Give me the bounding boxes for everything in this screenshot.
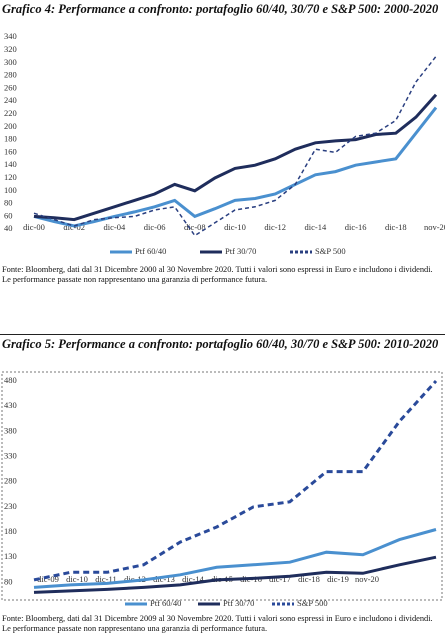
plot-frame xyxy=(1,371,443,601)
x-tick-label: dic-06 xyxy=(144,222,166,232)
legend-label: Ptf 60/40 xyxy=(135,246,166,256)
y-tick-label: 230 xyxy=(4,501,17,511)
x-tick-label: nov-20 xyxy=(355,574,379,584)
y-tick-label: 480 xyxy=(4,375,17,385)
chart-title: Grafico 4: Performance a confronto: port… xyxy=(2,2,439,16)
series-line xyxy=(33,555,437,594)
x-tick-label: dic-11 xyxy=(95,574,116,584)
series-line xyxy=(33,528,437,589)
y-tick-label: 330 xyxy=(4,450,17,460)
y-tick-label: 40 xyxy=(4,223,13,233)
series-line xyxy=(33,106,438,228)
chart: 40 60 80 100 120 140 160 180 200 220 240 260 280 300 3… xyxy=(4,31,445,256)
y-tick-label: 430 xyxy=(4,400,17,410)
y-tick-label: 320 xyxy=(4,44,17,54)
x-tick-label: dic-14 xyxy=(305,222,327,232)
series-line xyxy=(33,379,438,582)
legend-label: Ptf 30/70 xyxy=(225,246,256,256)
x-tick-label: dic-00 xyxy=(23,222,45,232)
y-tick-label: 80 xyxy=(4,198,13,208)
separator xyxy=(0,334,445,335)
source-note: Fonte: Bloomberg, dati dal 31 Dicembre 2… xyxy=(2,614,433,633)
legend-label: S&P 500 xyxy=(297,598,328,608)
x-tick-label: dic-04 xyxy=(104,222,126,232)
series-line xyxy=(33,93,438,222)
chart: 80 130 180 230 280 330 380 430 480 dic-09 dic-10 di… xyxy=(1,371,443,608)
x-tick-label: dic-09 xyxy=(37,574,59,584)
y-tick-label: 200 xyxy=(4,121,17,131)
y-tick-label: 180 xyxy=(4,134,17,144)
y-tick-label: 180 xyxy=(4,526,17,536)
y-tick-label: 280 xyxy=(4,476,17,486)
y-tick-label: 80 xyxy=(4,576,13,586)
x-tick-label: dic-12 xyxy=(264,222,286,232)
x-tick-label: dic-08 xyxy=(184,222,206,232)
y-tick-label: 340 xyxy=(4,31,17,41)
y-tick-label: 60 xyxy=(4,210,13,220)
chart-title: Grafico 5: Performance a confronto: port… xyxy=(2,337,439,351)
legend-label: S&P 500 xyxy=(315,246,346,256)
source-note: Fonte: Bloomberg, dati dal 31 Dicembre 2… xyxy=(2,265,433,284)
x-tick-label: dic-14 xyxy=(182,574,204,584)
x-tick-label: dic-10 xyxy=(66,574,88,584)
legend-label: Ptf 30/70 xyxy=(223,598,254,608)
y-tick-label: 300 xyxy=(4,57,17,67)
x-tick-label: dic-10 xyxy=(224,222,246,232)
y-tick-label: 260 xyxy=(4,82,17,92)
y-tick-label: 160 xyxy=(4,146,17,156)
series-line xyxy=(33,55,437,237)
x-tick-label: dic-16 xyxy=(345,222,367,232)
y-tick-label: 280 xyxy=(4,70,17,80)
x-tick-label: nov-20 xyxy=(424,222,445,232)
y-tick-label: 100 xyxy=(4,185,17,195)
x-tick-label: dic-13 xyxy=(153,574,175,584)
x-tick-label: dic-17 xyxy=(269,574,291,584)
y-tick-label: 130 xyxy=(4,551,17,561)
x-tick-label: dic-12 xyxy=(124,574,146,584)
x-tick-label: dic-18 xyxy=(385,222,407,232)
y-tick-label: 120 xyxy=(4,172,17,182)
y-tick-label: 220 xyxy=(4,108,17,118)
x-tick-label: dic-18 xyxy=(298,574,320,584)
y-tick-label: 240 xyxy=(4,95,17,105)
legend-label: Ptf 60/40 xyxy=(150,598,181,608)
x-tick-label: dic-19 xyxy=(327,574,349,584)
y-tick-label: 140 xyxy=(4,159,17,169)
y-tick-label: 380 xyxy=(4,425,17,435)
